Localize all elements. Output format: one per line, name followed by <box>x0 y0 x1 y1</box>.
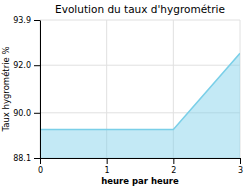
tick-mark <box>240 158 241 164</box>
tick: 92.0 <box>13 61 40 70</box>
tick: 0 <box>38 158 43 175</box>
area <box>40 53 240 158</box>
plot: 0 1 2 3 88.1 90.0 92.0 93.9 <box>13 16 243 175</box>
line <box>40 53 240 129</box>
tick-label: 92.0 <box>13 61 31 70</box>
tick-mark <box>34 113 40 114</box>
axis-line <box>40 21 41 159</box>
tick: 88.1 <box>13 154 40 163</box>
tick-mark <box>34 158 40 159</box>
tick-label: 93.9 <box>13 16 31 25</box>
tick-label: 90.0 <box>13 109 31 118</box>
tick: 3 <box>238 158 243 175</box>
grid <box>40 20 240 158</box>
tick: 93.9 <box>13 16 40 25</box>
x-axis-title: heure par heure <box>101 176 179 186</box>
tick-mark <box>34 65 40 66</box>
tick: 2 <box>171 158 176 175</box>
tick-label: 0 <box>38 166 43 175</box>
marks <box>40 53 240 158</box>
tick-mark <box>173 158 174 164</box>
tick: 90.0 <box>13 109 40 118</box>
tick-label: 1 <box>105 166 110 175</box>
title: Evolution du taux d'hygrométrie <box>55 3 225 15</box>
x-axis: 0 1 2 3 <box>38 158 243 175</box>
tick-mark <box>107 158 108 164</box>
grid-line <box>40 65 240 66</box>
y-axis: 88.1 90.0 92.0 93.9 <box>13 16 40 163</box>
y-axis-title: Taux hygrométrie % <box>1 46 11 132</box>
tick-mark <box>34 20 40 21</box>
tick-mark <box>40 158 41 164</box>
grid-line <box>40 20 41 158</box>
chart: 0 1 2 3 88.1 90.0 92.0 93.9 Evolution du taux d'… <box>0 0 250 188</box>
tick: 1 <box>105 158 110 175</box>
grid-line <box>40 20 240 21</box>
tick-label: 3 <box>238 166 243 175</box>
tick-label: 88.1 <box>13 154 31 163</box>
axis-line <box>41 158 241 159</box>
tick-label: 2 <box>171 166 176 175</box>
